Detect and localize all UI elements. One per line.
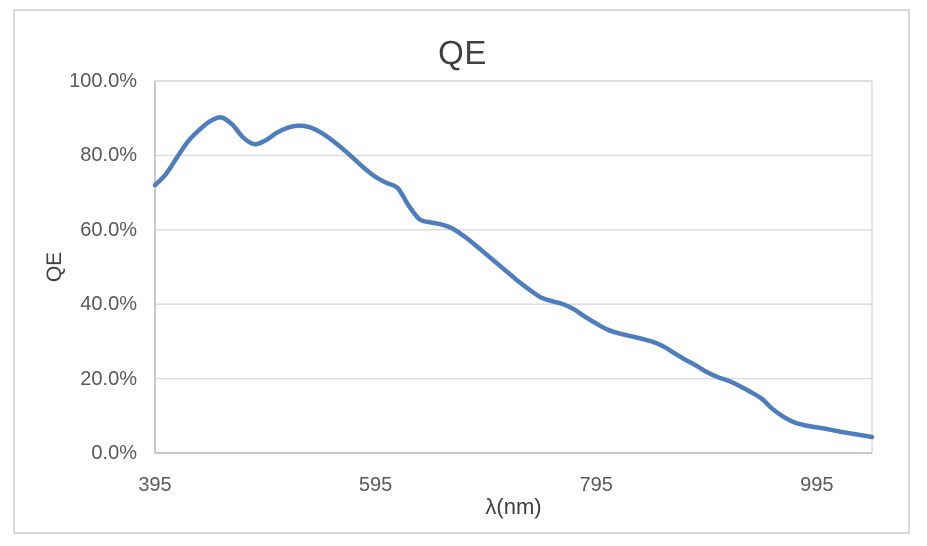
y-tick-label: 60.0% — [80, 218, 137, 241]
y-tick-label: 40.0% — [80, 293, 137, 316]
y-tick-label: 0.0% — [91, 442, 137, 464]
y-tick-label: 20.0% — [80, 367, 137, 390]
x-axis-title: λ(nm) — [485, 494, 542, 519]
x-tick-label: 995 — [800, 474, 834, 496]
x-tick-label: 795 — [579, 474, 613, 496]
x-tick-label: 595 — [358, 474, 393, 496]
x-tick-label: 395 — [138, 474, 172, 496]
y-axis-title: QE — [43, 251, 66, 283]
series-line-qe — [152, 115, 875, 440]
y-tick-label: 100.0% — [69, 70, 137, 92]
chart-title: QE — [438, 34, 487, 71]
y-tick-label: 80.0% — [80, 144, 137, 167]
plot-border — [154, 80, 873, 454]
chart-border — [13, 9, 910, 534]
